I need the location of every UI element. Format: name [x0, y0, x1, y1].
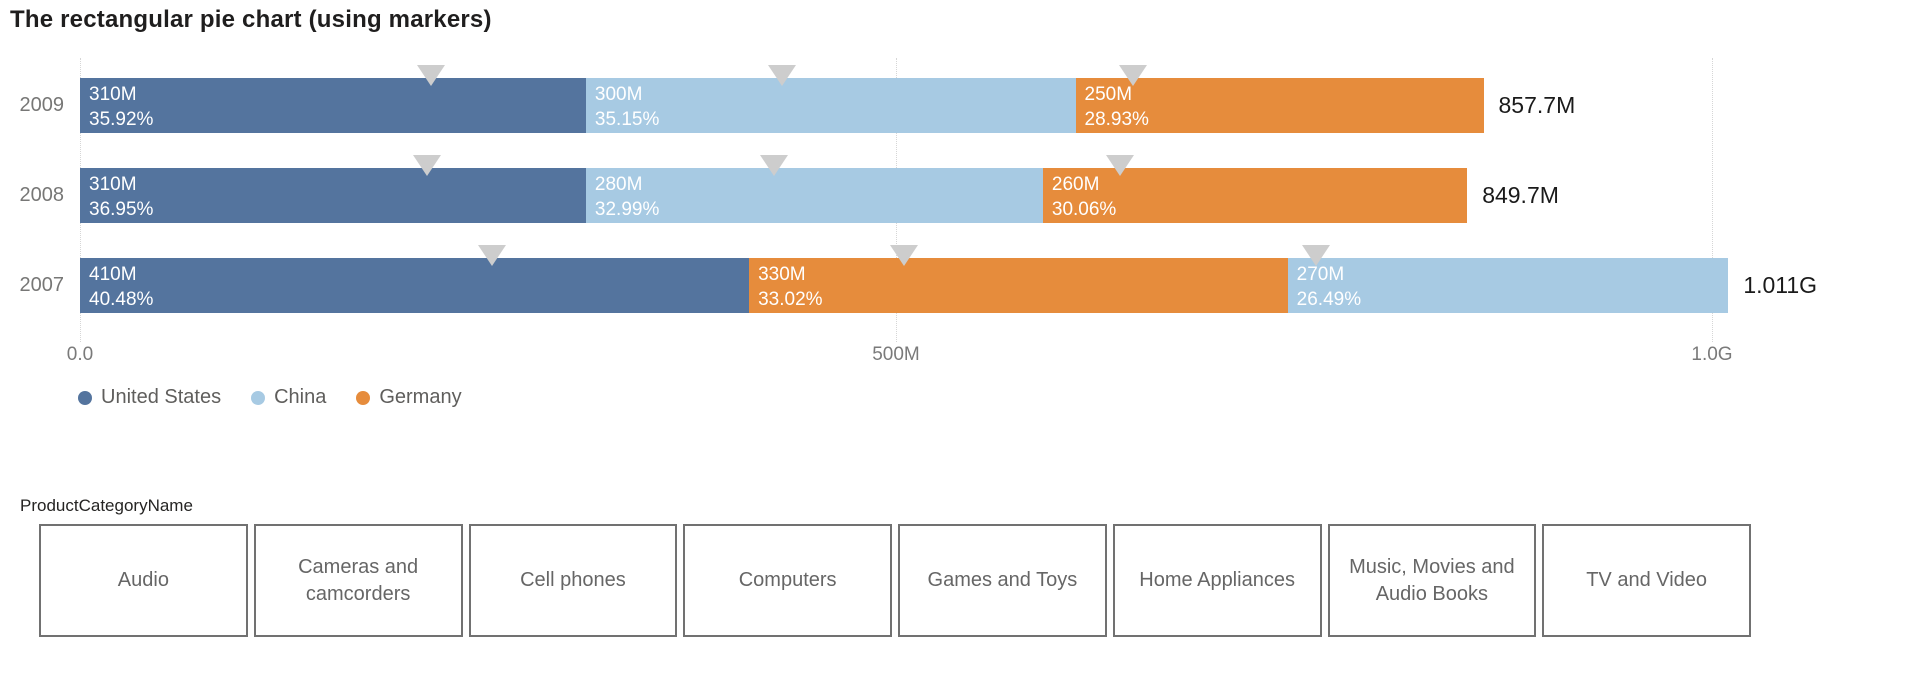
segment-value-label: 330M — [758, 264, 806, 285]
segment-2009-united-states[interactable]: 310M 35.92% — [80, 78, 586, 133]
segment-2009-china[interactable]: 300M 35.15% — [585, 78, 1076, 133]
quartile-marker-icon — [478, 245, 507, 266]
segment-percent-label: 40.48% — [89, 289, 154, 310]
segment-value-label: 280M — [594, 174, 643, 195]
x-axis-tick: 500M — [872, 344, 920, 365]
segment-value-label: 310M — [89, 84, 137, 105]
legend-dot-icon — [251, 390, 266, 405]
slicer-button-home-appliances[interactable]: Home Appliances — [1112, 524, 1322, 637]
segment-value-label: 250M — [1084, 84, 1133, 105]
bar-row-2007: 2007 410M 40.48% 330M 33.02% 270M 26.49% 1.011G — [20, 245, 1817, 313]
legend-item-china[interactable]: China — [251, 386, 326, 409]
segment-2008-germany[interactable]: 260M 30.06% — [1042, 168, 1468, 223]
chart-title: The rectangular pie chart (using markers… — [10, 6, 492, 33]
x-axis-tick: 1.0G — [1691, 344, 1733, 365]
legend-dot-icon — [356, 390, 371, 405]
bar-row-2008: 2008 310M 36.95% 280M 32.99% 260M 30.06% 849.7M — [20, 155, 1712, 223]
quartile-marker-icon — [1302, 245, 1331, 266]
segment-2008-united-states[interactable]: 310M 36.95% — [80, 168, 586, 223]
plot-area: 2009 310M 35.92% 300M 35.15% 250M 28.93% 857.7M… — [20, 58, 1817, 342]
segment-value-label: 310M — [89, 174, 137, 195]
bar-row-2009: 2009 310M 35.92% 300M 35.15% 250M 28.93% 857.7M — [20, 65, 1712, 133]
legend-item-germany[interactable]: Germany — [356, 386, 462, 409]
segment-percent-label: 26.49% — [1296, 289, 1362, 310]
category-slicer: Audio Cameras and camcorders Cell phones Co… — [39, 524, 1751, 637]
slicer-button-cameras-and-camcorders[interactable]: Cameras and camcorders — [253, 524, 463, 637]
segment-value-label: 410M — [89, 264, 137, 285]
x-axis-tick: 0.0 — [66, 344, 94, 365]
legend-label: Germany — [379, 386, 462, 408]
segment-2007-china[interactable]: 270M 26.49% — [1287, 258, 1729, 313]
legend: United States China Germany — [78, 386, 462, 409]
segment-percent-label: 30.06% — [1051, 199, 1117, 220]
quartile-marker-icon — [767, 65, 796, 86]
year-label: 2009 — [19, 94, 65, 116]
total-label: 857.7M — [1498, 92, 1576, 118]
segment-2007-germany[interactable]: 330M 33.02% — [749, 258, 1288, 313]
segment-2008-china[interactable]: 280M 32.99% — [585, 168, 1043, 223]
segment-percent-label: 33.02% — [758, 289, 823, 310]
slicer-button-audio[interactable]: Audio — [39, 524, 248, 637]
segment-2009-germany[interactable]: 250M 28.93% — [1075, 78, 1484, 133]
quartile-marker-icon — [412, 155, 441, 176]
segment-percent-label: 28.93% — [1084, 109, 1149, 130]
quartile-marker-icon — [759, 155, 788, 176]
segment-value-label: 270M — [1296, 264, 1345, 285]
gridline — [1712, 58, 1713, 342]
slicer-title: ProductCategoryName — [20, 496, 193, 515]
segment-percent-label: 36.95% — [89, 199, 154, 220]
segment-value-label: 260M — [1051, 174, 1100, 195]
slicer-button-tv-and-video[interactable]: TV and Video — [1542, 524, 1751, 637]
year-label: 2007 — [19, 274, 65, 296]
legend-label: China — [274, 386, 327, 408]
segment-percent-label: 35.92% — [89, 109, 154, 130]
quartile-marker-icon — [890, 245, 919, 266]
slicer-button-cell-phones[interactable]: Cell phones — [468, 524, 678, 637]
slicer-button-computers[interactable]: Computers — [683, 524, 892, 637]
slicer-button-music-movies-and-audio-books[interactable]: Music, Movies and Audio Books — [1327, 524, 1537, 637]
segment-2007-united-states[interactable]: 410M 40.48% — [80, 258, 750, 313]
total-label: 1.011G — [1743, 272, 1818, 298]
legend-item-united-states[interactable]: United States — [78, 386, 221, 409]
quartile-marker-icon — [1106, 155, 1135, 176]
segment-percent-label: 32.99% — [594, 199, 660, 220]
total-label: 849.7M — [1482, 182, 1559, 208]
year-label: 2008 — [19, 184, 65, 206]
quartile-marker-icon — [1118, 65, 1147, 86]
segment-value-label: 300M — [594, 84, 643, 105]
legend-dot-icon — [78, 390, 92, 405]
slicer-button-games-and-toys[interactable]: Games and Toys — [898, 524, 1107, 637]
legend-label: United States — [101, 386, 222, 408]
quartile-marker-icon — [416, 65, 445, 86]
segment-percent-label: 35.15% — [594, 109, 660, 130]
